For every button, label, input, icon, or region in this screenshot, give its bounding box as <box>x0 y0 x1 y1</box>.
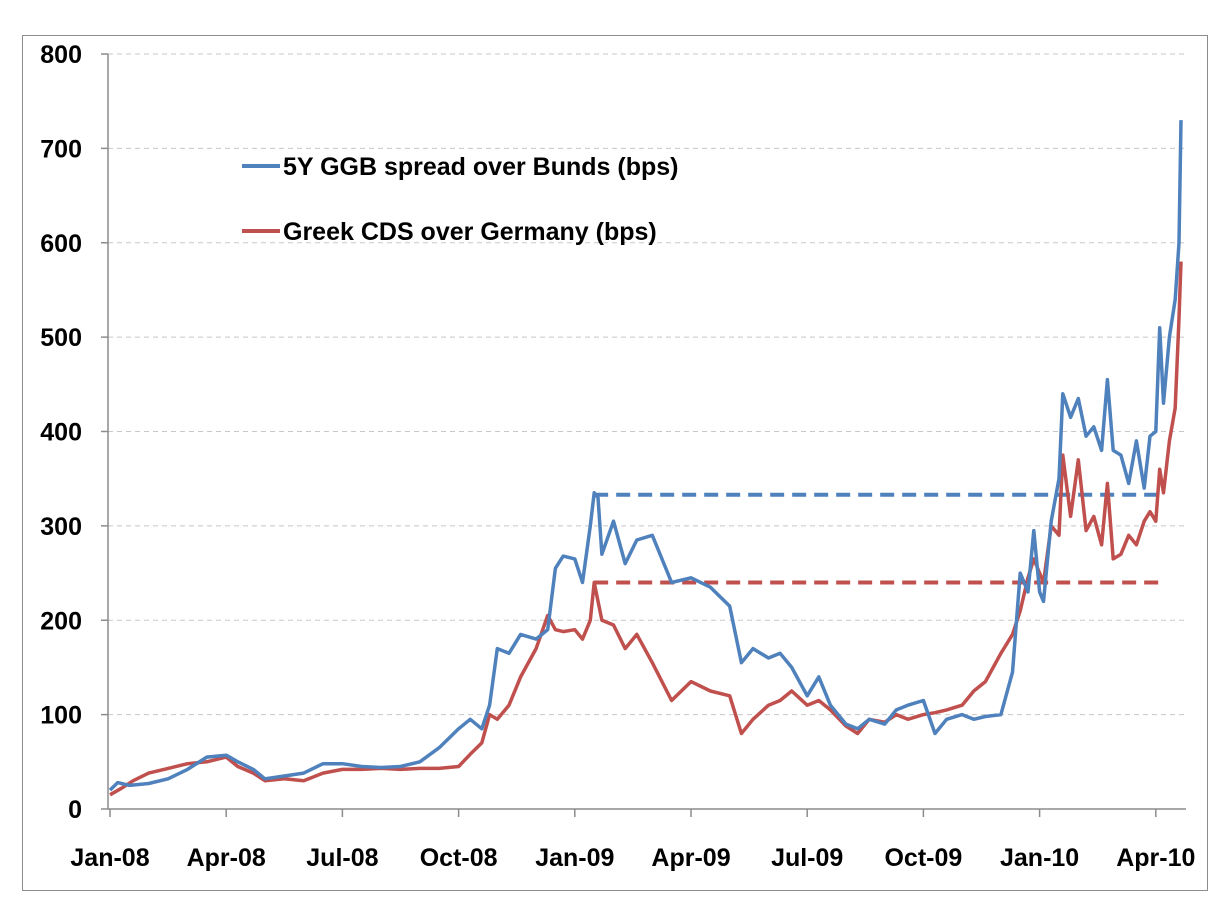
series-line-cds <box>109 261 1183 797</box>
legend-label-ggb: 5Y GGB spread over Bunds (bps) <box>283 153 678 181</box>
x-tick-label: Jul-08 <box>306 844 378 872</box>
x-tick-label: Jul-09 <box>771 844 843 872</box>
y-tick-label: 400 <box>40 419 82 447</box>
series-line-ggb <box>108 120 1183 792</box>
x-tick-label: Jan-08 <box>70 844 149 872</box>
x-tick-label: Oct-08 <box>420 844 498 872</box>
y-tick-label: 200 <box>40 607 82 635</box>
y-tick-label: 100 <box>40 702 82 730</box>
y-tick-labels: 0 100 200 300 400 500 600 700 800 <box>40 41 108 824</box>
y-tick-label: 500 <box>40 324 82 352</box>
y-tick-label: 300 <box>40 513 82 541</box>
reference-lines <box>594 492 1164 585</box>
x-tick-label: Apr-10 <box>1116 844 1195 872</box>
chart-frame <box>22 35 1208 891</box>
y-tick-label: 800 <box>40 41 82 69</box>
x-tick-label: Jan-10 <box>1000 844 1079 872</box>
x-tick-label: Jan-09 <box>535 844 614 872</box>
x-tick-label: Apr-09 <box>651 844 730 872</box>
x-tick-labels: Jan-08 Apr-08 Jul-08 Oct-08 Jan-09 Apr-09 Jul-… <box>70 809 1195 872</box>
series-lines <box>108 120 1183 797</box>
legend-label-cds: Greek CDS over Germany (bps) <box>283 218 657 246</box>
legend: 5Y GGB spread over Bunds (bps) Greek CDS… <box>242 153 678 246</box>
y-tick-label: 0 <box>68 796 82 824</box>
x-tick-label: Apr-08 <box>187 844 266 872</box>
y-tick-label: 700 <box>40 135 82 163</box>
x-tick-label: Oct-09 <box>884 844 962 872</box>
y-tick-label: 600 <box>40 230 82 258</box>
